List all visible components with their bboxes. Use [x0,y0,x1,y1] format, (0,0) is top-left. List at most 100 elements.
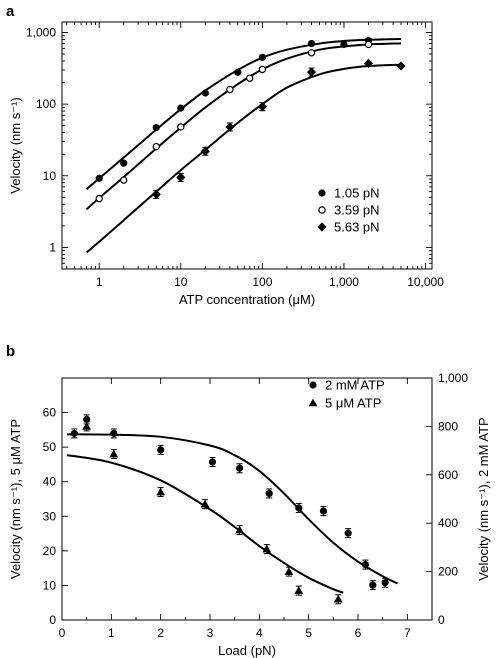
data-point [258,53,266,61]
x-tick-label: 100 [252,275,272,289]
y-left-tick-label: 30 [43,509,57,523]
x-tick-label: 6 [355,626,362,640]
legend-marker [309,381,317,389]
y-tick-label: 1 [49,240,56,254]
x-tick-label: 1 [96,275,103,289]
data-point [344,529,352,537]
x-tick-label: 1,000 [329,275,359,289]
y-right-tick-label: 600 [438,468,458,482]
data-point [200,499,210,508]
data-point [177,104,185,112]
data-point [177,123,185,131]
data-point [120,159,128,167]
legend-label: 5 μM ATP [325,396,381,411]
data-point [319,507,328,515]
y-right-tick-label: 400 [438,516,458,530]
data-point [381,579,389,587]
data-point [307,49,316,57]
data-point [369,581,377,589]
data-point [361,560,369,569]
data-point [396,61,406,71]
y-tick-label: 10 [43,169,57,183]
x-axis-title: Load (pN) [218,643,276,658]
data-point [295,504,303,512]
data-point [109,449,119,458]
x-tick-label: 5 [305,626,312,640]
data-point [82,422,92,430]
panel-label-b: b [6,343,15,360]
data-point [262,544,272,553]
x-tick-label: 4 [256,626,263,640]
plot-frame-b [61,377,433,621]
data-point [225,122,235,132]
data-point [257,102,267,112]
data-point [306,67,317,77]
fit-curve [85,63,402,254]
data-point [201,89,209,97]
data-point [95,194,103,203]
data-point [110,429,118,438]
data-point [236,464,244,472]
data-point [83,415,91,423]
data-point [235,525,244,534]
plot-frame-a [61,21,433,270]
y-left-tick-label: 60 [43,406,57,420]
data-point [284,567,294,575]
data-point [157,446,165,454]
data-point [333,594,343,603]
data-point [200,146,210,156]
y-right-tick-label: 1,000 [438,371,468,385]
data-point [152,124,160,132]
data-point [246,74,254,82]
legend-marker [318,189,326,197]
fit-curve [85,38,402,190]
y-left-tick-label: 40 [43,475,57,489]
y-right-tick-label: 800 [438,419,458,433]
x-tick-label: 10 [174,275,188,289]
legend-marker [317,222,327,232]
y-left-tick-label: 10 [43,578,57,592]
data-point [70,429,78,438]
y-axis-title: Velocity (nm s⁻¹) [8,97,23,193]
data-point [208,458,217,466]
data-point [95,174,103,182]
data-point [294,586,304,594]
x-tick-label: 1 [108,626,115,640]
x-tick-label: 2 [157,626,164,640]
data-point [176,172,186,182]
y-tick-label: 1,000 [26,25,56,39]
panel-a: a 1 10 100 1,000 10,000 1 10 100 1,000 ATP concent… [6,3,444,307]
data-point [258,65,267,74]
y-left-tick-label: 50 [43,440,57,454]
y-right-tick-label: 0 [438,613,445,627]
fit-curve [66,454,344,594]
data-point [152,142,160,151]
y-right-axis-title: Velocity (nm s⁻¹), 2 mM ATP [476,417,491,580]
legend-marker [308,398,318,407]
y-left-axis-title: Velocity (nm s⁻¹), 5 μM ATP [8,419,23,579]
data-point [307,39,316,48]
legend-marker [318,206,326,214]
x-tick-label: 7 [404,626,411,640]
y-left-tick-label: 0 [49,613,56,627]
data-point [234,68,242,76]
data-point [265,489,273,498]
legend-label: 2 mM ATP [325,378,385,393]
data-point [151,189,161,199]
panel-b: b0 1 2 3 4 5 6 7010203040506002004006008001,000… [6,343,491,658]
data-point [363,58,374,69]
x-tick-label: 0 [59,626,66,640]
x-tick-label: 3 [207,626,214,640]
y-left-tick-label: 20 [43,544,57,558]
fit-curve [66,433,398,585]
data-point [120,176,128,184]
data-point [364,40,373,49]
x-tick-label: 10,000 [407,275,444,289]
legend-label: 1.05 pN [334,186,380,201]
y-right-tick-label: 200 [438,565,458,579]
legend-label: 3.59 pN [334,203,380,218]
x-axis-title: ATP concentration (μM) [179,292,315,307]
y-tick-label: 100 [36,97,56,111]
panel-label-a: a [6,3,15,20]
